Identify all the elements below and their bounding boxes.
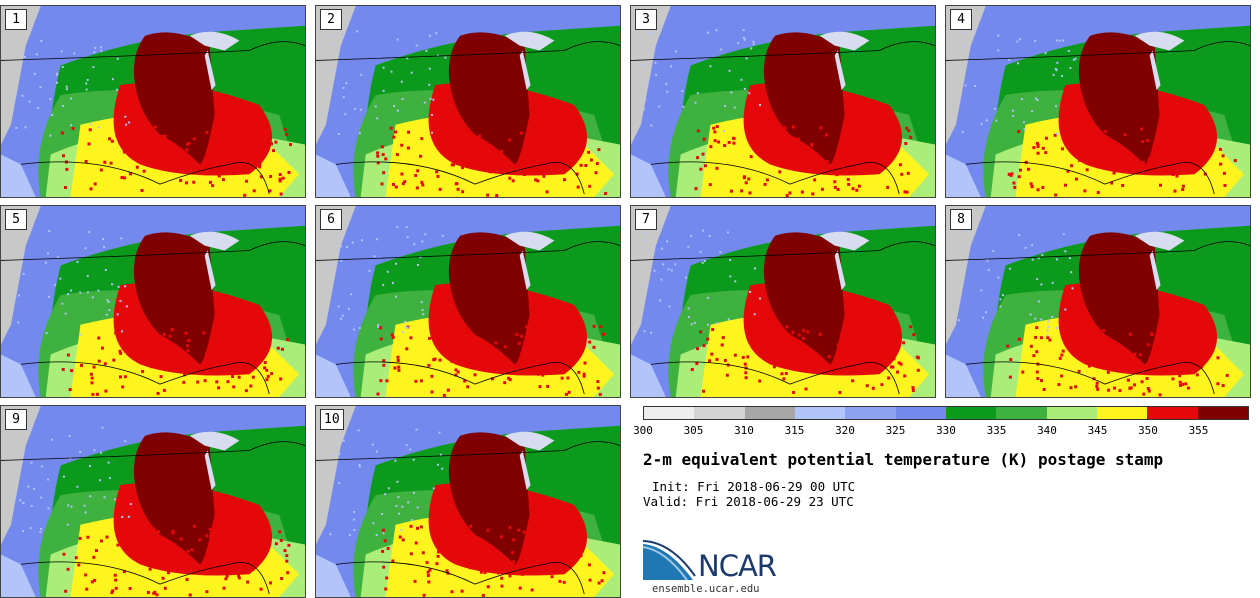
map-panel: 7 <box>630 205 936 398</box>
color-scale-tick-label: 335 <box>986 424 1007 437</box>
color-scale-tick-label: 355 <box>1188 424 1209 437</box>
panel-number: 9 <box>5 409 27 430</box>
map-panel: 9 <box>0 405 306 598</box>
map-panel: 4 <box>945 5 1251 198</box>
map-panel: 1 <box>0 5 306 198</box>
map-panel: 3 <box>630 5 936 198</box>
panel-number: 8 <box>950 209 972 230</box>
color-scale-tick-label: 310 <box>734 424 754 437</box>
color-scale-bin <box>694 407 745 419</box>
color-scale-bin <box>1046 407 1097 419</box>
color-scale-bin <box>996 407 1047 419</box>
color-scale-bin <box>1197 407 1248 419</box>
color-scale-tick-label: 320 <box>835 424 855 437</box>
panel-number: 1 <box>5 9 27 30</box>
panel-number: 4 <box>950 9 972 30</box>
color-scale-tick-label: 345 <box>1087 424 1108 437</box>
ncar-logo-icon <box>643 540 696 581</box>
color-scale-ticks: 300 305 310 315 320 325 330 335 340 345 350 355 <box>633 424 1249 440</box>
init-time: Init: Fri 2018-06-29 00 UTC <box>652 479 856 494</box>
map-panel: 10 <box>315 405 621 598</box>
color-scale-bin <box>644 407 695 419</box>
logo-url: ensemble.ucar.edu <box>652 583 760 595</box>
color-scale-bar <box>643 406 1249 420</box>
panel-number: 5 <box>5 209 27 230</box>
color-scale-bin <box>794 407 846 419</box>
color-scale-tick-label: 315 <box>784 424 805 437</box>
plot-title: 2-m equivalent potential temperature (K)… <box>643 450 1164 469</box>
color-scale-bin <box>1096 407 1148 419</box>
color-scale-tick-label: 340 <box>1037 424 1057 437</box>
valid-time: Valid: Fri 2018-06-29 23 UTC <box>643 494 854 509</box>
map-panel: 6 <box>315 205 621 398</box>
color-scale-tick-label: 330 <box>936 424 956 437</box>
panel-number: 7 <box>635 209 657 230</box>
color-scale-bin <box>845 407 896 419</box>
color-scale-tick-label: 350 <box>1138 424 1158 437</box>
color-scale-tick-label: 325 <box>885 424 906 437</box>
color-scale-bin <box>895 407 946 419</box>
panel-number: 2 <box>320 9 342 30</box>
panel-number: 6 <box>320 209 342 230</box>
color-scale-tick-label: 305 <box>683 424 704 437</box>
map-panel: 2 <box>315 5 621 198</box>
color-scale-bin <box>744 407 795 419</box>
color-scale-bin <box>945 407 997 419</box>
panel-number: 10 <box>320 409 344 430</box>
map-panel: 8 <box>945 205 1251 398</box>
logo-name: NCAR <box>698 549 777 583</box>
map-panel: 5 <box>0 205 306 398</box>
panel-number: 3 <box>635 9 657 30</box>
color-scale-tick-label: 300 <box>633 424 653 437</box>
color-scale-bin <box>1147 407 1198 419</box>
